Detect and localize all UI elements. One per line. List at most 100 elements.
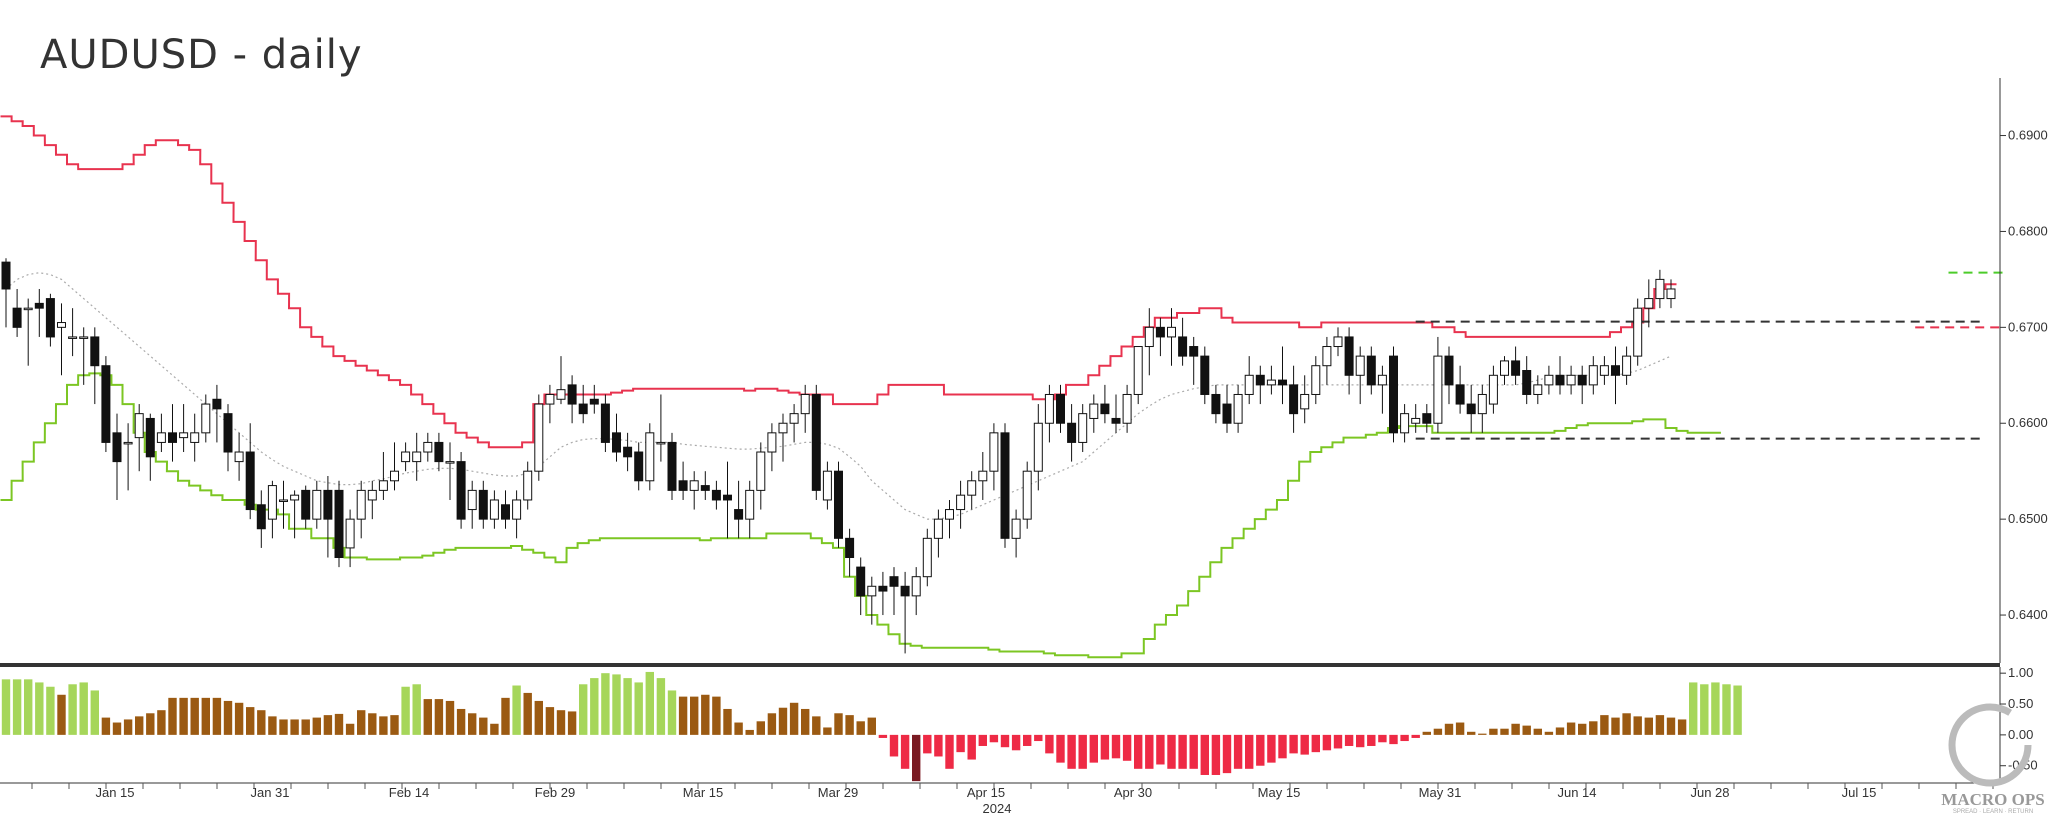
candle [1322, 336, 1332, 385]
candle [101, 356, 111, 453]
oscillator-bar [667, 690, 677, 735]
candle [756, 442, 766, 510]
candle-body-down [856, 566, 866, 597]
oscillator-bar [1666, 717, 1676, 735]
candle-body-up [1588, 365, 1598, 386]
oscillator-bar [24, 679, 33, 735]
candle-body-down [1422, 413, 1432, 424]
date-label: Jan 31 [250, 785, 289, 800]
oscillator-bar [290, 719, 299, 735]
candle [1422, 404, 1432, 433]
oscillator-bar [1, 679, 11, 735]
oscillator-bar [801, 708, 810, 735]
oscillator-bar [223, 700, 233, 735]
candle [1011, 509, 1021, 558]
oscillator-bar [612, 674, 621, 735]
oscillator-bar [1700, 684, 1709, 735]
candle-body-down [723, 494, 732, 501]
oscillator-bar [1444, 723, 1454, 735]
candle-body-up [68, 336, 78, 339]
candle-body-up [1144, 326, 1154, 348]
candle [1189, 336, 1199, 385]
candle [445, 442, 455, 500]
oscillator-bar [112, 722, 122, 735]
candle [312, 480, 322, 529]
candle [423, 432, 433, 462]
candle [412, 432, 422, 481]
oscillator-bar [12, 679, 22, 735]
oscillator-bar [1067, 734, 1076, 769]
candle-body-down [12, 307, 22, 328]
oscillator-bar [479, 717, 488, 735]
candle [700, 471, 710, 500]
candle-body-up [57, 322, 66, 328]
oscillator-bar [101, 717, 111, 735]
candle [1300, 375, 1310, 424]
candle [256, 490, 266, 548]
candle [933, 509, 943, 558]
oscillator-bar [1522, 725, 1531, 735]
candle-body-down [845, 537, 855, 559]
candle-body-down [734, 509, 744, 520]
candle [745, 480, 755, 539]
oscillator-bar [1589, 721, 1598, 735]
date-label: Mar 15 [683, 785, 723, 800]
oscillator-bar [834, 713, 843, 735]
candle-body-up [290, 494, 300, 501]
oscillator-bar [900, 734, 910, 769]
oscillator-bar [1100, 734, 1110, 760]
candle [645, 423, 655, 491]
candle-body-up [445, 461, 455, 464]
oscillator-bar [412, 684, 421, 735]
candle-body-up [367, 489, 377, 501]
candle-body-up [356, 489, 366, 520]
oscillator-bar [1711, 682, 1720, 735]
oscillator-bar [579, 684, 588, 735]
candle-body-up [1333, 336, 1343, 348]
oscillator-bar [734, 722, 743, 735]
candle-body-up [390, 470, 399, 482]
oscillator-bar [1056, 734, 1065, 763]
candle [1644, 279, 1654, 328]
candle [1344, 327, 1354, 395]
date-label: Jun 14 [1557, 785, 1596, 800]
oscillator-bar [645, 671, 654, 735]
candle [589, 384, 599, 414]
watermark-text: MACRO OPS [1941, 790, 2044, 809]
candle [911, 567, 921, 616]
candle [68, 308, 78, 357]
date-label: Feb 29 [535, 785, 575, 800]
candle [156, 413, 166, 453]
candle [1167, 308, 1176, 366]
candle [1, 258, 11, 328]
candle-body-down [889, 576, 899, 587]
oscillator-bar [1733, 685, 1742, 735]
candle [1455, 365, 1465, 414]
candle-body-down [1, 261, 11, 290]
oscillator-bar [712, 696, 721, 735]
oscillator-bar [1411, 734, 1420, 738]
oscillator-bar [1300, 734, 1309, 755]
oscillator-bar [1333, 734, 1343, 749]
oscillator-bar [978, 734, 987, 746]
candle-body-up [978, 470, 988, 482]
candle [867, 576, 877, 625]
price-tick-label: 0.6800 [2008, 223, 2048, 238]
candle-body-down [1289, 384, 1299, 415]
oscillator-bar [79, 682, 88, 735]
candle-body-down [478, 489, 488, 520]
oscillator-bar [1189, 734, 1198, 769]
oscillator-bar [789, 702, 799, 735]
candle-body-up [656, 441, 666, 445]
candle-body-down [1056, 393, 1065, 424]
candle-body-up [933, 518, 943, 539]
candle-body-down [1555, 374, 1565, 386]
candle-body-up [1122, 393, 1132, 424]
candle-body-up [1599, 365, 1609, 376]
price-tick-label: 0.6900 [2008, 128, 2048, 143]
oscillator-bar [1078, 734, 1087, 769]
oscillator-bar [179, 697, 188, 735]
candle [523, 461, 533, 510]
oscillator-bar [1267, 734, 1276, 763]
candle-body-down [1611, 365, 1620, 376]
